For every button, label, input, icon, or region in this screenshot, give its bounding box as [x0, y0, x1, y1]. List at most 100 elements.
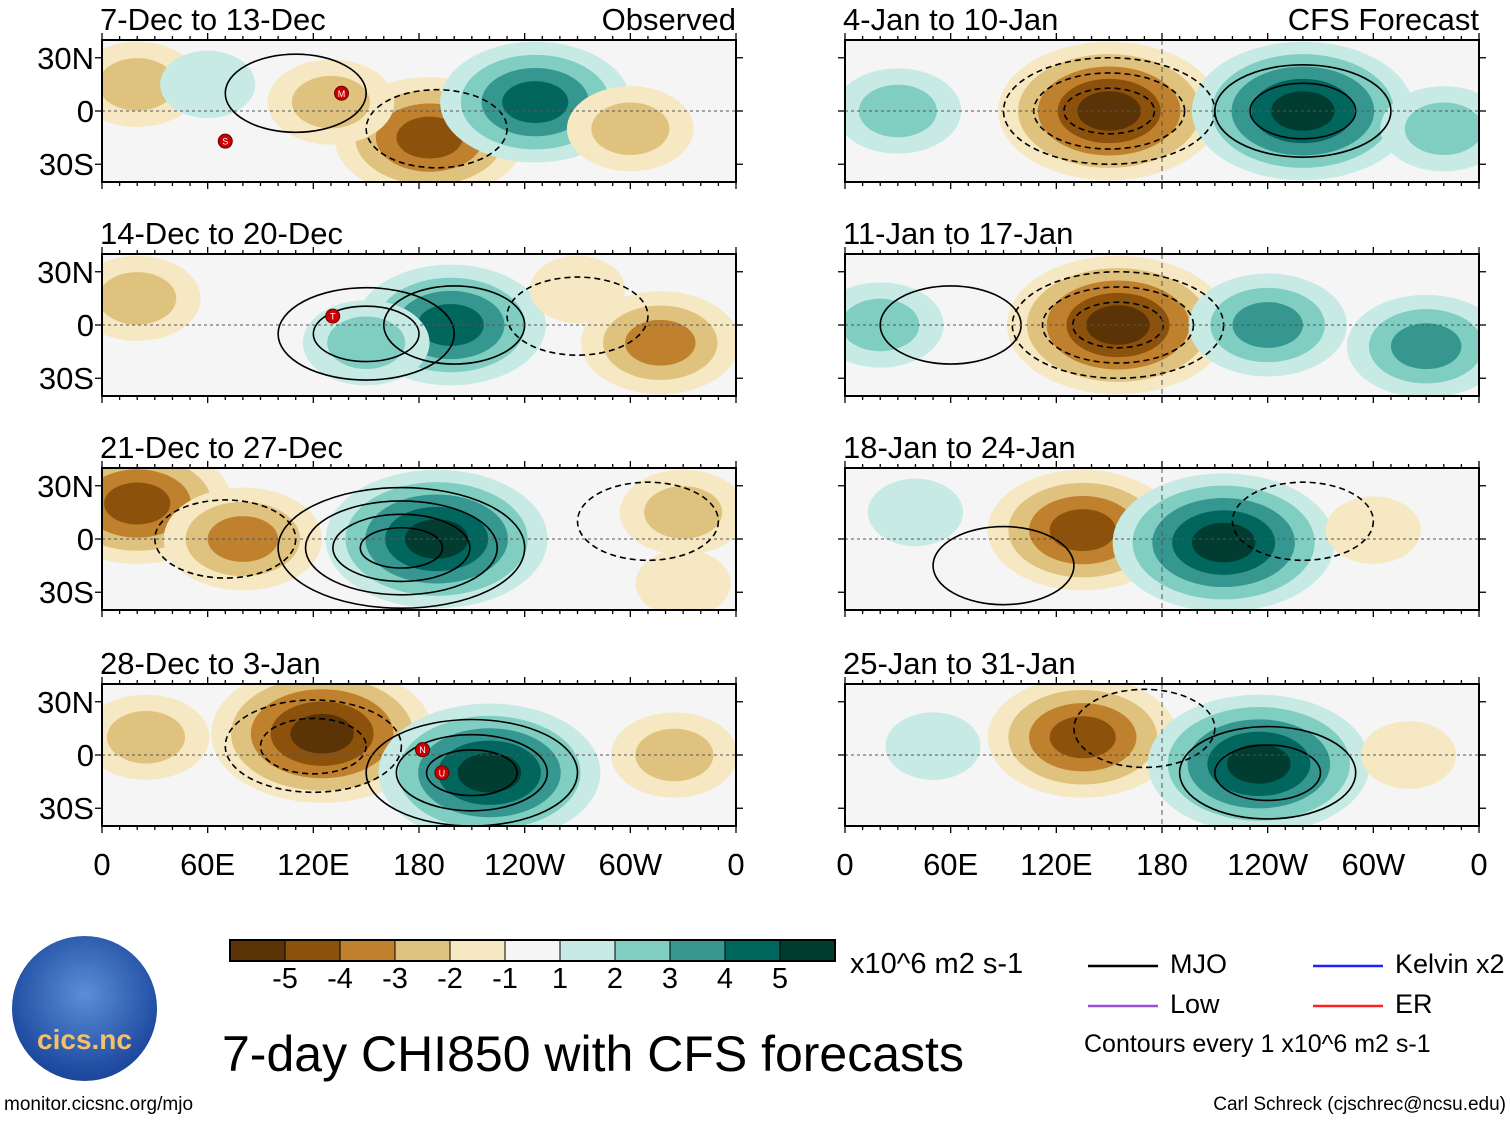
mjo-contour — [395, 733, 549, 812]
colorbar-swatch — [614, 939, 671, 962]
colorbar-swatch — [669, 939, 726, 962]
lon-label: 0 — [93, 847, 111, 882]
mjo-contour — [425, 749, 518, 797]
lon-label: 120W — [484, 847, 566, 882]
map-panel — [838, 461, 1486, 617]
colorbar-label: 4 — [716, 963, 734, 995]
colorbar-swatch — [449, 939, 506, 962]
colorbar-swatch — [229, 939, 286, 962]
mjo-contour — [506, 276, 649, 356]
map-panel — [838, 33, 1486, 189]
mjo-contour — [312, 305, 420, 363]
lon-label: 60W — [1341, 847, 1406, 882]
lat-label: 30S — [38, 575, 94, 611]
mjo-contour — [224, 53, 367, 134]
anomaly-shading — [1361, 721, 1457, 789]
lat-label: 0 — [76, 738, 94, 773]
anomaly-shading — [396, 116, 463, 159]
storm-label: M — [338, 89, 346, 99]
storm-marker — [334, 85, 350, 101]
anomaly-shading — [1049, 716, 1116, 759]
anomaly-shading — [104, 482, 171, 525]
lon-label: 0 — [1470, 847, 1488, 882]
lat-label: 30S — [38, 791, 94, 827]
colorbar-label: 1 — [551, 963, 569, 995]
lon-label: 60E — [923, 847, 979, 882]
source-url[interactable]: monitor.cicsnc.org/mjo — [4, 1094, 194, 1115]
lon-label: 60W — [598, 847, 663, 882]
storm-label: U — [439, 768, 446, 778]
anomaly-shading — [291, 75, 370, 129]
panel-title: 28-Dec to 3-Jan — [100, 646, 321, 681]
anomaly-shading — [529, 255, 626, 324]
anomaly-shading — [102, 58, 177, 111]
anomaly-shading — [1404, 102, 1479, 155]
anomaly-shading — [102, 272, 177, 325]
anomaly-shading — [625, 319, 696, 366]
anomaly-shading — [867, 478, 963, 547]
colorbar-swatch — [394, 939, 451, 962]
anomaly-shading — [591, 102, 670, 155]
panel-title: 7-Dec to 13-Dec — [100, 2, 326, 37]
panel-title: 25-Jan to 31-Jan — [843, 646, 1076, 681]
colorbar-label: -5 — [272, 963, 298, 995]
anomaly-shading — [1227, 744, 1291, 784]
map-panel — [838, 677, 1486, 833]
anomaly-shading — [635, 549, 731, 610]
map-panel: T — [95, 247, 743, 403]
contour-note: Contours every 1 x10^6 m2 s-1 — [1084, 1030, 1431, 1058]
lat-label: 0 — [76, 308, 94, 343]
anomaly-shading — [1191, 522, 1256, 563]
colorbar-label: 2 — [606, 963, 624, 995]
anomaly-shading — [644, 486, 723, 539]
panel-title: 18-Jan to 24-Jan — [843, 430, 1076, 465]
colorbar-swatch — [559, 939, 616, 962]
colorbar-units: x10^6 m2 s-1 — [850, 948, 1024, 980]
column-header: CFS Forecast — [1287, 2, 1479, 37]
lon-label: 120E — [1020, 847, 1093, 882]
colorbar-label: -2 — [437, 963, 463, 995]
anomaly-shading — [858, 84, 937, 138]
anomaly-shading — [457, 752, 522, 793]
anomaly-shading — [107, 711, 186, 764]
colorbar-swatch — [724, 939, 781, 962]
anomaly-shading — [327, 316, 406, 369]
mjo-contour — [1231, 481, 1375, 562]
storm-marker — [415, 742, 431, 758]
colorbar-swatch — [504, 939, 561, 962]
lon-label: 120E — [277, 847, 350, 882]
mjo-contour — [259, 717, 367, 775]
lat-label: 30S — [38, 361, 94, 397]
colorbar-swatch — [284, 939, 341, 962]
storm-label: S — [222, 137, 228, 147]
mjo-contour — [332, 513, 471, 583]
mjo-contour — [365, 718, 579, 826]
lat-label: 30S — [38, 147, 94, 183]
panel-title: 4-Jan to 10-Jan — [843, 2, 1059, 37]
lat-label: 30N — [37, 468, 94, 504]
mjo-contour — [932, 525, 1075, 606]
anomaly-shading — [160, 50, 256, 119]
legend-label: MJO — [1170, 949, 1227, 979]
mjo-contour — [365, 88, 508, 169]
anomaly-shading — [1390, 323, 1462, 370]
legend-label: ER — [1395, 989, 1433, 1019]
anomaly-shading — [404, 519, 469, 559]
mjo-contour — [1178, 725, 1357, 820]
lon-label: 180 — [393, 847, 445, 882]
lon-label: 120W — [1227, 847, 1309, 882]
anomaly-shading — [502, 81, 569, 124]
figure-title: 7-day CHI850 with CFS forecasts — [222, 1026, 964, 1082]
lat-label: 30N — [37, 40, 94, 76]
colorbar-swatch — [779, 939, 836, 962]
lon-label: 0 — [836, 847, 854, 882]
lat-label: 30N — [37, 254, 94, 290]
colorbar-label: -4 — [327, 963, 353, 995]
mjo-contour — [277, 486, 526, 610]
lat-label: 0 — [76, 94, 94, 129]
panel-title: 11-Jan to 17-Jan — [843, 216, 1074, 251]
mjo-contour — [1214, 64, 1392, 158]
map-panel: NU — [95, 677, 743, 833]
logo-text: cics.nc — [37, 1024, 132, 1055]
